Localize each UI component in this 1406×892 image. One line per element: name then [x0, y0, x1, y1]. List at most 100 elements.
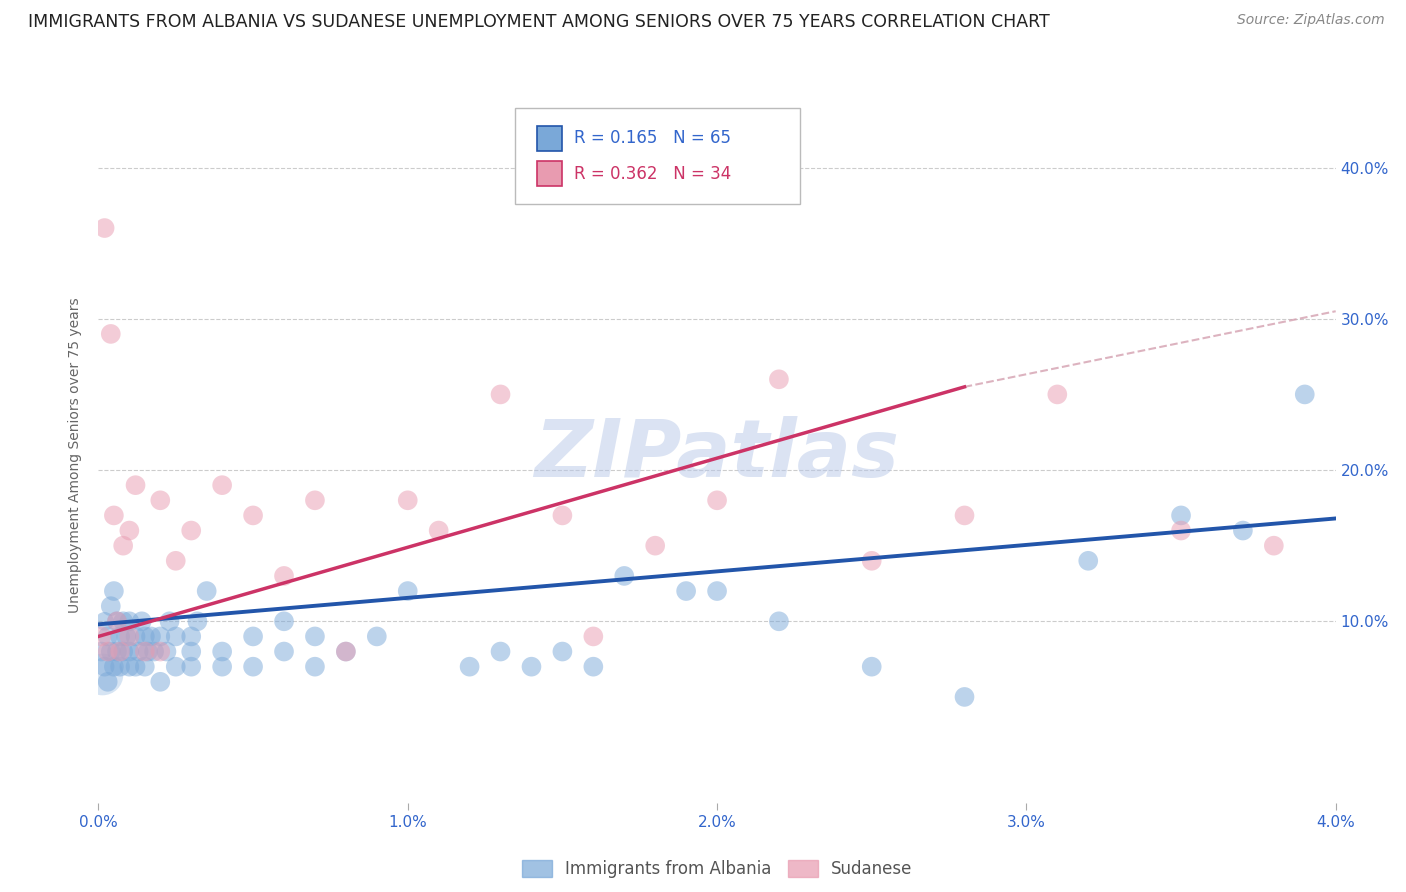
Point	[242, 659, 264, 673]
Point	[953, 508, 976, 523]
Point	[149, 629, 172, 643]
Legend: Immigrants from Albania, Sudanese: Immigrants from Albania, Sudanese	[515, 854, 920, 885]
Point	[273, 569, 295, 583]
Point	[108, 644, 131, 658]
Point	[211, 478, 233, 492]
Point	[706, 493, 728, 508]
Point	[211, 644, 233, 658]
Point	[128, 644, 150, 658]
Point	[335, 644, 357, 658]
Point	[118, 644, 141, 658]
Point	[860, 554, 883, 568]
Point	[149, 674, 172, 689]
Point	[613, 569, 636, 583]
Point	[304, 493, 326, 508]
Point	[134, 659, 156, 673]
Point	[186, 615, 208, 629]
Point	[100, 599, 122, 614]
Point	[118, 524, 141, 538]
Y-axis label: Unemployment Among Seniors over 75 years: Unemployment Among Seniors over 75 years	[69, 297, 83, 613]
Point	[108, 629, 131, 643]
Point	[93, 221, 115, 235]
Point	[304, 659, 326, 673]
Point	[124, 478, 146, 492]
Point	[1170, 524, 1192, 538]
Point	[159, 615, 181, 629]
Point	[124, 659, 146, 673]
Point	[112, 615, 135, 629]
Point	[100, 644, 122, 658]
Point	[768, 372, 790, 386]
Point	[1232, 524, 1254, 538]
Point	[143, 644, 166, 658]
Point	[768, 615, 790, 629]
Point	[165, 629, 187, 643]
Point	[551, 644, 574, 658]
Point	[105, 615, 128, 629]
Point	[242, 629, 264, 643]
Point	[134, 629, 156, 643]
Text: ZIPatlas: ZIPatlas	[534, 416, 900, 494]
Point	[1077, 554, 1099, 568]
Point	[335, 644, 357, 658]
Point	[551, 508, 574, 523]
Point	[139, 629, 162, 643]
Point	[242, 508, 264, 523]
Point	[90, 667, 112, 681]
Point	[112, 644, 135, 658]
Point	[489, 644, 512, 658]
Point	[180, 524, 202, 538]
Point	[165, 554, 187, 568]
Point	[155, 644, 177, 658]
Point	[644, 539, 666, 553]
Point	[273, 615, 295, 629]
Point	[1046, 387, 1069, 401]
Text: R = 0.362   N = 34: R = 0.362 N = 34	[574, 165, 731, 183]
Point	[90, 629, 112, 643]
Point	[118, 659, 141, 673]
Point	[675, 584, 697, 599]
Point	[118, 629, 141, 643]
Point	[97, 674, 120, 689]
Point	[124, 629, 146, 643]
Point	[149, 644, 172, 658]
Point	[149, 493, 172, 508]
Point	[105, 644, 128, 658]
Point	[489, 387, 512, 401]
Point	[103, 659, 125, 673]
Text: R = 0.165   N = 65: R = 0.165 N = 65	[574, 129, 731, 147]
Point	[103, 508, 125, 523]
Point	[97, 629, 120, 643]
Point	[136, 644, 159, 658]
Point	[115, 629, 138, 643]
Point	[180, 629, 202, 643]
Point	[1263, 539, 1285, 553]
Point	[427, 524, 450, 538]
Point	[1170, 508, 1192, 523]
Point	[108, 659, 131, 673]
Point	[93, 615, 115, 629]
Point	[458, 659, 481, 673]
Point	[1294, 387, 1316, 401]
Point	[211, 659, 233, 673]
Point	[134, 644, 156, 658]
Point	[90, 644, 112, 658]
Point	[582, 659, 605, 673]
Point	[706, 584, 728, 599]
Point	[396, 584, 419, 599]
Point	[97, 644, 120, 658]
Point	[180, 659, 202, 673]
Point	[520, 659, 543, 673]
Point	[582, 629, 605, 643]
Text: Source: ZipAtlas.com: Source: ZipAtlas.com	[1237, 13, 1385, 28]
Text: IMMIGRANTS FROM ALBANIA VS SUDANESE UNEMPLOYMENT AMONG SENIORS OVER 75 YEARS COR: IMMIGRANTS FROM ALBANIA VS SUDANESE UNEM…	[28, 13, 1050, 31]
Point	[953, 690, 976, 704]
Point	[304, 629, 326, 643]
Point	[396, 493, 419, 508]
Point	[366, 629, 388, 643]
Point	[100, 326, 122, 341]
Point	[112, 539, 135, 553]
Point	[105, 615, 128, 629]
Point	[273, 644, 295, 658]
Point	[195, 584, 218, 599]
